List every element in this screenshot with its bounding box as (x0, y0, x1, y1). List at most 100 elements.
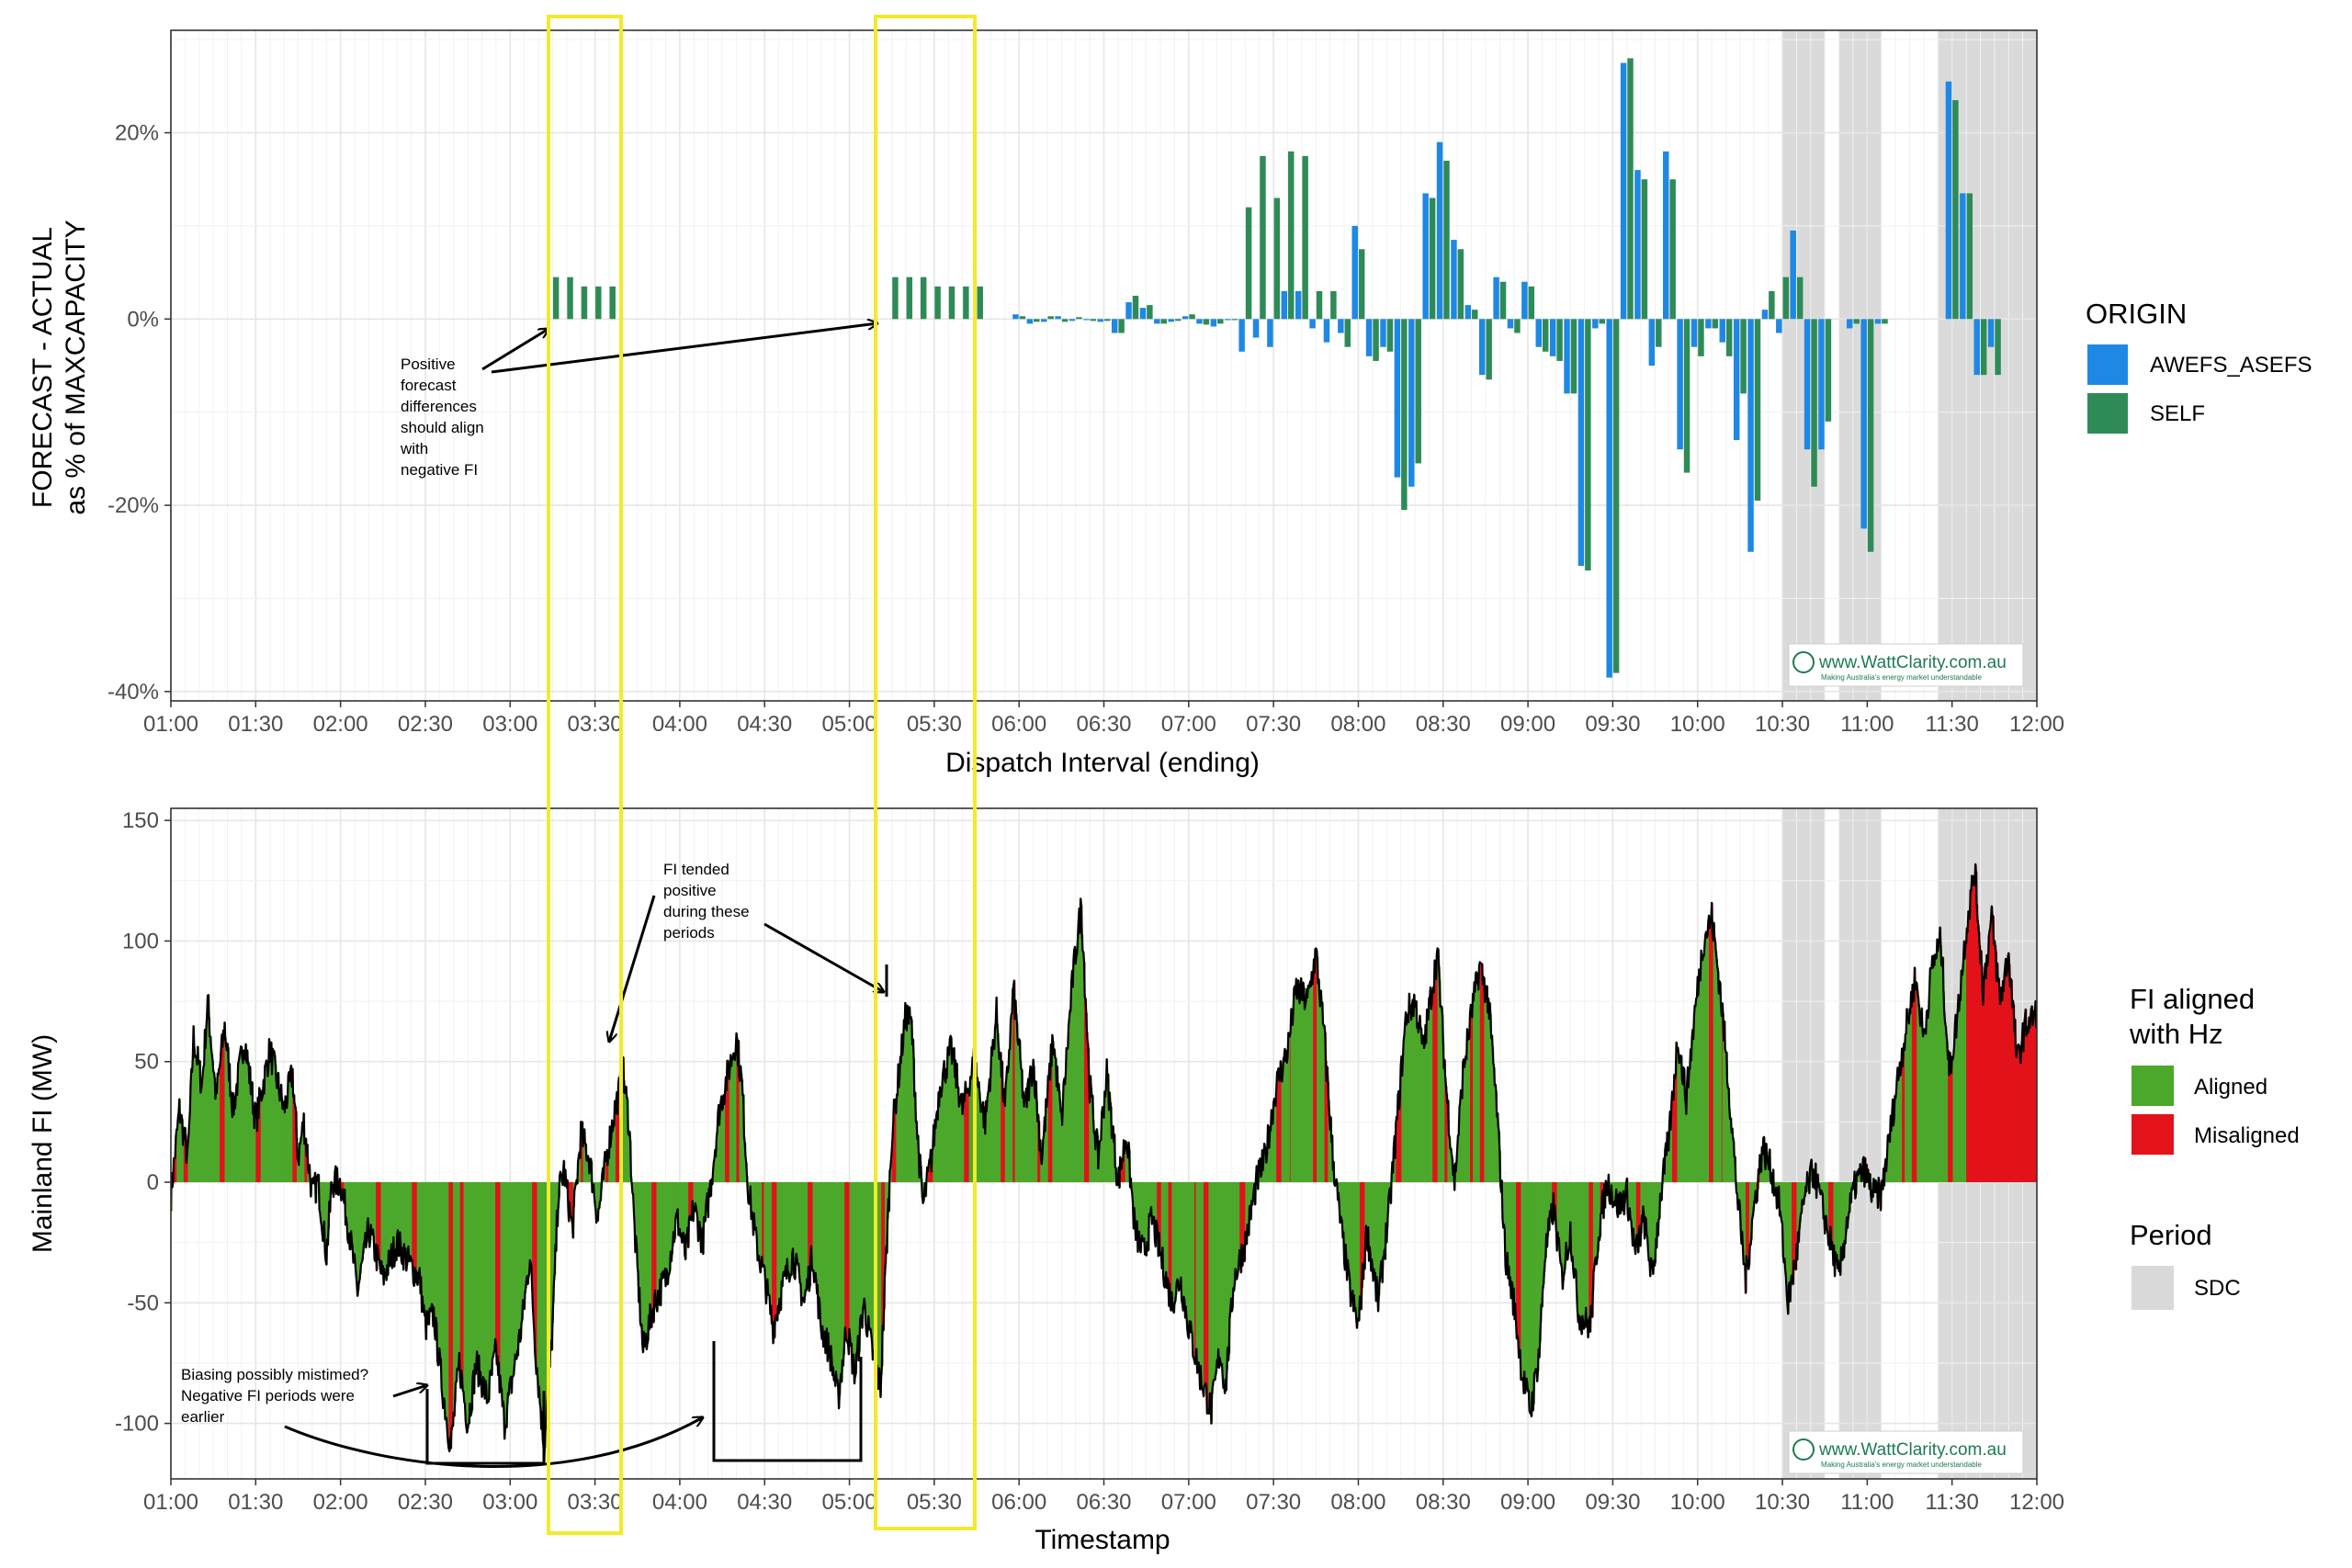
top-bars (552, 58, 2001, 678)
legend-label-aligned: Aligned (2194, 1075, 2267, 1100)
y-tick-label: -100 (115, 1412, 159, 1437)
x-tick-label: 09:00 (1500, 1490, 1555, 1515)
top-y-axis-title-line2: as % of MAXCAPACITY (61, 220, 91, 514)
bar-self (1683, 319, 1690, 473)
bar-self (1698, 319, 1704, 356)
x-tick-label: 11:30 (1926, 1490, 1979, 1515)
annotation-line: earlier (181, 1408, 225, 1426)
y-tick-label: -20% (107, 493, 159, 518)
annotation-line: Positive (401, 355, 456, 373)
annotation-bracket (425, 1389, 546, 1465)
bar-awefs_asefs (1238, 319, 1245, 352)
highlight-box-0315 (547, 15, 623, 1535)
annotation-fi-tended-positive: FI tended positive during these periods (609, 861, 888, 1042)
bar-self (1189, 314, 1195, 320)
bar-self (1288, 151, 1295, 320)
bar-self (1853, 319, 1860, 324)
bar-awefs_asefs (1818, 319, 1825, 450)
bar-awefs_asefs (1776, 319, 1782, 333)
x-tick-label: 12:00 (2009, 1490, 2064, 1515)
x-tick-label: 09:30 (1585, 712, 1640, 737)
annotation-line: periods (663, 924, 715, 942)
bar-self (977, 286, 983, 320)
legend-label-self: SELF (2150, 401, 2205, 426)
x-tick-label: 09:30 (1585, 1490, 1640, 1515)
bottom-legend: FI aligned with Hz Aligned Misaligned Pe… (2129, 983, 2300, 1310)
legend-key-sdc (2132, 1266, 2174, 1310)
bar-self (1669, 179, 1676, 320)
bar-self (1811, 319, 1817, 487)
bottom-x-axis-title: Timestamp (1035, 1525, 1170, 1555)
bar-self (1217, 319, 1224, 324)
x-tick-label: 05:30 (907, 712, 962, 737)
bar-awefs_asefs (1338, 319, 1344, 333)
lightbulb-icon (1792, 651, 1815, 673)
bar-self (1047, 316, 1054, 320)
bar-awefs_asefs (1733, 319, 1740, 441)
x-tick-label: 02:30 (398, 712, 453, 737)
bar-awefs_asefs (1168, 319, 1174, 322)
watermark-box (1788, 643, 2024, 687)
x-tick-label: 08:30 (1416, 1490, 1471, 1515)
x-tick-label: 10:30 (1755, 712, 1810, 737)
bar-self (1429, 197, 1436, 320)
top-y-axis-ticks: 20% 0% -20% -40% (107, 121, 171, 705)
top-chart-panel: 01:00 01:30 02:00 02:30 03:00 03:30 04:00 04:30… (28, 29, 2064, 778)
bar-awefs_asefs (1055, 316, 1061, 320)
bar-self (1034, 319, 1040, 322)
bar-self (1769, 290, 1775, 320)
bar-self (1401, 319, 1408, 511)
bar-awefs_asefs (1747, 319, 1754, 552)
bar-awefs_asefs (1507, 319, 1514, 329)
bar-self (1612, 319, 1620, 673)
lightbulb-icon (1792, 1438, 1815, 1461)
y-tick-label: 50 (134, 1050, 159, 1075)
y-tick-label: 0 (147, 1170, 159, 1195)
annotation-line: with (400, 440, 428, 457)
bar-self (1386, 319, 1394, 352)
annotation-positive-forecast: Positive forecast differences should ali… (400, 323, 877, 479)
x-tick-label: 05:00 (822, 1490, 877, 1515)
bar-self (1882, 319, 1888, 324)
legend-key-awefs (2087, 344, 2128, 385)
legend-key-aligned (2132, 1066, 2174, 1106)
y-tick-label: -50 (127, 1291, 159, 1315)
bar-self (595, 286, 602, 320)
x-tick-label: 05:30 (907, 1490, 962, 1515)
annotation-arrow (481, 329, 548, 371)
x-tick-label: 10:00 (1670, 1490, 1725, 1515)
bar-awefs_asefs (1804, 319, 1811, 450)
bar-self (1528, 286, 1535, 320)
bar-self (1542, 319, 1549, 352)
bar-awefs_asefs (1464, 305, 1472, 320)
bar-awefs_asefs (1436, 141, 1443, 320)
bar-self (1090, 319, 1097, 321)
bottom-chart-panel: 01:00 01:30 02:00 02:30 03:00 03:30 04:00 04:30… (28, 807, 2064, 1555)
x-tick-label: 08:00 (1330, 712, 1385, 737)
x-tick-label: 05:00 (822, 712, 877, 737)
legend-label-sdc: SDC (2194, 1276, 2241, 1301)
x-tick-label: 08:30 (1416, 712, 1471, 737)
bottom-y-axis-ticks: 150 100 50 0 -50 -100 (115, 808, 171, 1437)
bar-self (1061, 319, 1069, 322)
bar-awefs_asefs (1196, 319, 1203, 324)
bar-self (1415, 319, 1421, 464)
bar-awefs_asefs (1705, 319, 1712, 329)
bar-awefs_asefs (1493, 276, 1499, 320)
bar-self (1330, 290, 1337, 320)
bar-self (1570, 319, 1577, 394)
top-sdc-shading (1782, 30, 2037, 701)
bar-awefs_asefs (1662, 151, 1669, 320)
bar-awefs_asefs (1012, 314, 1019, 320)
bar-self (1656, 319, 1662, 347)
annotation-curved-arrow (284, 1417, 703, 1469)
x-tick-label: 04:00 (652, 712, 707, 737)
sdc-period-shade (1838, 808, 1882, 1479)
highlight-boxes (547, 15, 977, 1535)
bar-self (1231, 319, 1238, 321)
legend-title-fi-aligned-line2: with Hz (2129, 1018, 2223, 1050)
x-tick-label: 08:00 (1330, 1490, 1385, 1515)
bar-awefs_asefs (1874, 319, 1882, 324)
bar-awefs_asefs (1125, 302, 1132, 320)
